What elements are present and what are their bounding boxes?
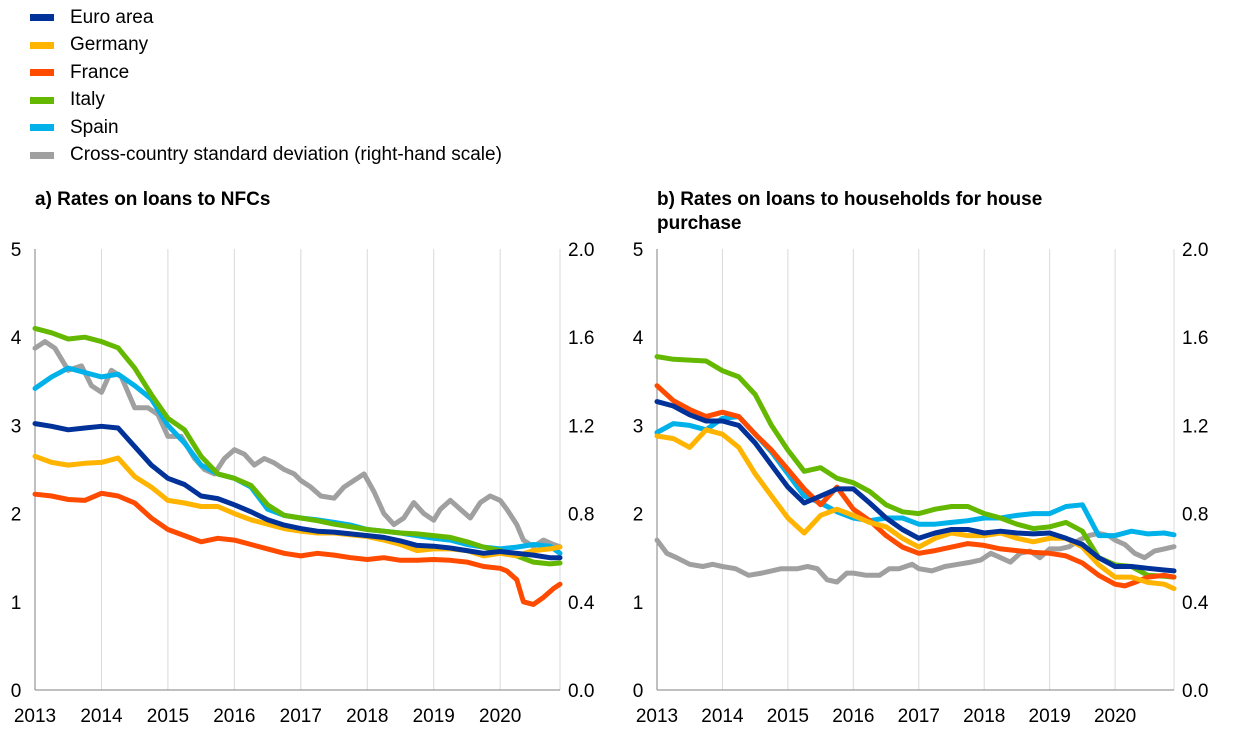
x-tick-label: 2014 [80, 706, 123, 727]
y-tick-label: 2 [11, 505, 22, 526]
x-tick-label: 2020 [479, 706, 521, 727]
x-tick-label: 2015 [147, 706, 189, 727]
legend-label: Germany [70, 34, 149, 56]
x-tick-label: 2016 [213, 706, 255, 727]
legend-item-std-dev: Cross-country standard deviation (right-… [30, 142, 502, 170]
y2-tick-label: 0.4 [568, 593, 595, 614]
x-tick-label: 2018 [346, 706, 388, 727]
y-tick-label: 0 [11, 681, 22, 702]
legend-swatch [30, 96, 54, 104]
x-tick-label: 2017 [280, 706, 322, 727]
y-tick-label: 3 [633, 416, 644, 437]
y-tick-label: 5 [11, 240, 22, 261]
panel-b: 2013 2014 2015 2016 2017 2018 2019 2020 0 1 2 3 4 5 0.… [633, 240, 1209, 727]
legend-item-euro-area: Euro area [30, 4, 502, 32]
panel-b-title: b) Rates on loans to households for hous… [657, 189, 1043, 234]
x-tick-label: 2020 [1094, 706, 1136, 727]
x-tick-label: 2017 [898, 706, 940, 727]
y2-tick-label: 0.4 [1182, 593, 1209, 614]
legend-label: Cross-country standard deviation (right-… [70, 144, 502, 166]
series-line-france [654, 383, 1177, 589]
series-line-spain [654, 414, 1177, 539]
legend-item-france: France [30, 59, 502, 87]
legend-swatch [30, 151, 54, 159]
legend-label: France [70, 61, 130, 83]
x-tick-label: 2018 [963, 706, 1005, 727]
x-tick-label: 2014 [701, 706, 744, 727]
series-line-euro-area [654, 399, 1177, 574]
legend-label: Euro area [70, 6, 154, 28]
panel-a-title: a) Rates on loans to NFCs [35, 189, 271, 210]
y-tick-label: 0 [633, 681, 644, 702]
y2-tick-label: 0.0 [568, 681, 594, 702]
series-line-euro-area [32, 421, 563, 561]
y-tick-label: 4 [633, 328, 644, 349]
legend-item-spain: Spain [30, 114, 502, 142]
x-tick-label: 2019 [1029, 706, 1071, 727]
y2-tick-label: 1.6 [568, 328, 594, 349]
y2-tick-label: 0.8 [568, 505, 594, 526]
legend-swatch [30, 41, 54, 49]
series-line-italy [654, 354, 1177, 580]
legend-item-germany: Germany [30, 32, 502, 60]
y2-tick-label: 1.6 [1182, 328, 1208, 349]
x-tick-label: 2015 [767, 706, 809, 727]
legend: Euro area Germany France Italy Spain Cro… [30, 4, 502, 169]
legend-item-italy: Italy [30, 87, 502, 115]
y-tick-label: 4 [11, 328, 22, 349]
y2-tick-label: 1.2 [1182, 416, 1208, 437]
x-tick-label: 2016 [832, 706, 874, 727]
series-line-germany [32, 453, 563, 559]
legend-swatch [30, 14, 54, 22]
legend-label: Spain [70, 116, 119, 138]
y2-tick-label: 2.0 [568, 240, 594, 261]
series-line-germany [654, 427, 1177, 592]
x-tick-label: 2019 [413, 706, 455, 727]
y2-tick-label: 2.0 [1182, 240, 1208, 261]
series-line-france [32, 490, 563, 607]
legend-swatch [30, 124, 54, 132]
series-line-cross-country-standard-deviation [32, 339, 563, 550]
y-tick-label: 1 [633, 593, 644, 614]
y-tick-label: 2 [633, 505, 644, 526]
y-tick-label: 3 [11, 416, 22, 437]
x-tick-label: 2013 [14, 706, 56, 727]
legend-swatch [30, 69, 54, 77]
legend-label: Italy [70, 89, 105, 111]
x-tick-label: 2013 [636, 706, 678, 727]
y-tick-label: 1 [11, 593, 22, 614]
y2-tick-label: 0.8 [1182, 505, 1208, 526]
panel-a: 2013 2014 2015 2016 2017 2018 2019 2020 0 1 2 3 4 5 0.… [11, 240, 595, 727]
y2-tick-label: 1.2 [568, 416, 594, 437]
y-tick-label: 5 [633, 240, 644, 261]
series-line-italy [32, 325, 563, 567]
y2-tick-label: 0.0 [1182, 681, 1208, 702]
